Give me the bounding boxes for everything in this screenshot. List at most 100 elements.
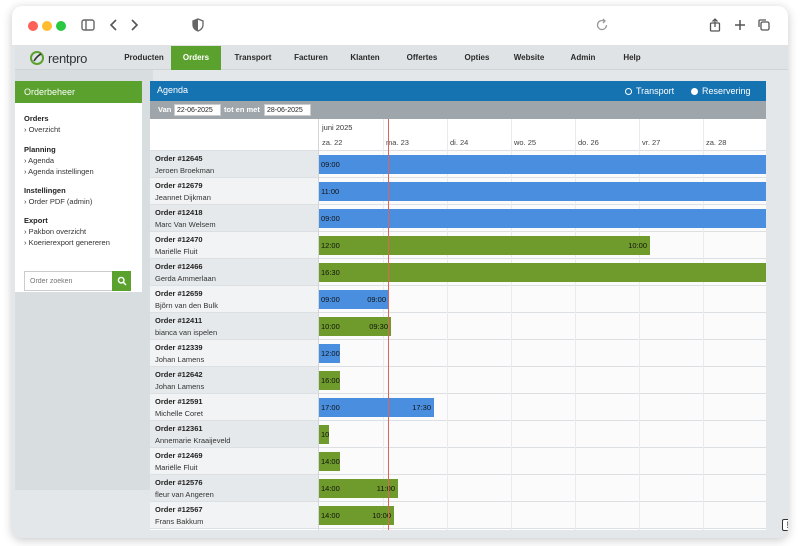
- order-number[interactable]: Order #12411: [155, 316, 203, 325]
- orderbeheer-panel: Orderbeheer Orders › Overzicht Planning …: [15, 81, 142, 292]
- agenda-panel: Agenda Transport Reservering Van tot en …: [150, 81, 766, 530]
- bar-start-time: 17:00: [321, 403, 340, 412]
- order-search-button[interactable]: [112, 271, 131, 291]
- booking-bar[interactable]: 17:00 17:30: [319, 398, 434, 417]
- nav-klanten[interactable]: Klanten: [350, 53, 380, 62]
- order-number[interactable]: Order #12567: [155, 505, 203, 514]
- bar-end-time: 17:30: [412, 403, 431, 412]
- day-label: vr. 27: [642, 138, 661, 147]
- radio-transport[interactable]: Transport: [625, 86, 674, 96]
- privacy-shield-icon[interactable]: [190, 17, 206, 33]
- radio-transport-circle[interactable]: [625, 87, 632, 95]
- bar-start-time: 14:00: [321, 511, 340, 520]
- new-tab-icon[interactable]: [732, 17, 748, 33]
- header-separator: [150, 150, 766, 151]
- customer-name: Annemarie Kraaijeveld: [155, 436, 231, 445]
- link-label: Agenda: [28, 156, 55, 165]
- forward-icon[interactable]: [126, 17, 142, 33]
- agenda-row: [150, 286, 766, 313]
- rentpro-logo-icon: [30, 51, 44, 65]
- nav-transport[interactable]: Transport: [234, 53, 272, 62]
- agenda-timeline: juni 2025 za. 22 ma. 23 di. 24 wo. 25 do…: [150, 119, 766, 530]
- agenda-header: Agenda Transport Reservering: [150, 81, 766, 101]
- radio-reservering-circle[interactable]: [691, 87, 698, 95]
- booking-bar[interactable]: 11:00: [319, 182, 766, 201]
- order-number[interactable]: Order #12339: [155, 343, 203, 352]
- day-label: di. 24: [450, 138, 469, 147]
- tab-overview-icon[interactable]: [756, 17, 772, 33]
- day-gridline: [639, 119, 640, 530]
- to-label: tot en met: [224, 105, 260, 114]
- bar-start-time: 16:30: [321, 268, 340, 277]
- booking-bar[interactable]: 14:00 10:00: [319, 506, 394, 525]
- sidebar-toggle-icon[interactable]: [80, 17, 96, 33]
- back-icon[interactable]: [106, 17, 122, 33]
- booking-bar[interactable]: 09:00: [319, 209, 766, 228]
- order-number[interactable]: Order #12469: [155, 451, 203, 460]
- agenda-row: [150, 394, 766, 421]
- day-gridline: [703, 119, 704, 530]
- day-gridline: [447, 119, 448, 530]
- sidebar-link-agenda[interactable]: › Agenda: [24, 156, 55, 165]
- customer-name: Johan Lamens: [155, 355, 205, 364]
- booking-bar[interactable]: 14:00 11:00: [319, 479, 398, 498]
- sidebar-link-order-pdf[interactable]: › Order PDF (admin): [24, 197, 93, 206]
- booking-bar[interactable]: 14:00: [319, 452, 340, 471]
- sidebar-link-pakbon-overzicht[interactable]: › Pakbon overzicht: [24, 227, 87, 236]
- nav-producten[interactable]: Producten: [124, 53, 164, 62]
- zoom-window-button[interactable]: [56, 21, 66, 31]
- booking-bar[interactable]: 10: [319, 425, 329, 444]
- radio-reservering[interactable]: Reservering: [691, 86, 751, 96]
- nav-opties[interactable]: Opties: [464, 53, 490, 62]
- nav-orders[interactable]: Orders: [171, 46, 221, 70]
- booking-bar[interactable]: 12:00 10:00: [319, 236, 650, 255]
- order-number[interactable]: Order #12659: [155, 289, 203, 298]
- booking-bar[interactable]: 09:00: [319, 155, 766, 174]
- order-number[interactable]: Order #12642: [155, 370, 203, 379]
- order-number[interactable]: Order #12466: [155, 262, 203, 271]
- name-column-separator: [318, 119, 319, 530]
- agenda-row: [150, 313, 766, 340]
- agenda-title: Agenda: [157, 85, 189, 95]
- order-number[interactable]: Order #12591: [155, 397, 203, 406]
- to-date-input[interactable]: [264, 104, 311, 116]
- sidebar-link-agenda-instellingen[interactable]: › Agenda instellingen: [24, 167, 94, 176]
- booking-bar[interactable]: 10:00 09:30: [319, 317, 391, 336]
- month-label: juni 2025: [322, 123, 353, 132]
- sidebar-link-overzicht[interactable]: › Overzicht: [24, 125, 61, 134]
- customer-name: Mariëlle Fluit: [155, 463, 198, 472]
- order-number[interactable]: Order #12418: [155, 208, 203, 217]
- minimize-window-button[interactable]: [42, 21, 52, 31]
- nav-help[interactable]: Help: [623, 53, 641, 62]
- bar-start-time: 12:00: [321, 241, 340, 250]
- sidebar-link-koerierexport[interactable]: › Koerierexport genereren: [24, 238, 110, 247]
- order-number[interactable]: Order #12470: [155, 235, 203, 244]
- bar-start-time: 11:00: [321, 187, 340, 196]
- nav-website[interactable]: Website: [513, 53, 545, 62]
- row-separator: [150, 285, 766, 286]
- order-number[interactable]: Order #12645: [155, 154, 203, 163]
- order-number[interactable]: Order #12576: [155, 478, 203, 487]
- nav-offertes[interactable]: Offertes: [406, 53, 438, 62]
- bar-start-time: 09:00: [321, 295, 340, 304]
- rentpro-logo[interactable]: rentpro: [29, 50, 87, 66]
- sidebar-heading-instellingen: Instellingen: [24, 186, 66, 195]
- nav-admin[interactable]: Admin: [570, 53, 596, 62]
- order-search-input[interactable]: [24, 271, 113, 291]
- from-label: Van: [158, 105, 172, 114]
- reload-icon[interactable]: [594, 17, 610, 33]
- nav-facturen[interactable]: Facturen: [294, 53, 328, 62]
- sidebar-title: Orderbeheer: [15, 81, 142, 103]
- alert-icon[interactable]: !: [782, 519, 788, 531]
- booking-bar[interactable]: 16:00: [319, 371, 340, 390]
- order-number[interactable]: Order #12361: [155, 424, 203, 433]
- booking-bar[interactable]: 12:00: [319, 344, 340, 363]
- from-date-input[interactable]: [174, 104, 221, 116]
- order-number[interactable]: Order #12679: [155, 181, 203, 190]
- booking-bar[interactable]: 16:30: [319, 263, 766, 282]
- share-icon[interactable]: [707, 17, 723, 33]
- booking-bar[interactable]: 09:00 09:00: [319, 290, 389, 309]
- close-window-button[interactable]: [28, 21, 38, 31]
- bar-start-time: 09:00: [321, 214, 340, 223]
- bar-start-time: 14:00: [321, 484, 340, 493]
